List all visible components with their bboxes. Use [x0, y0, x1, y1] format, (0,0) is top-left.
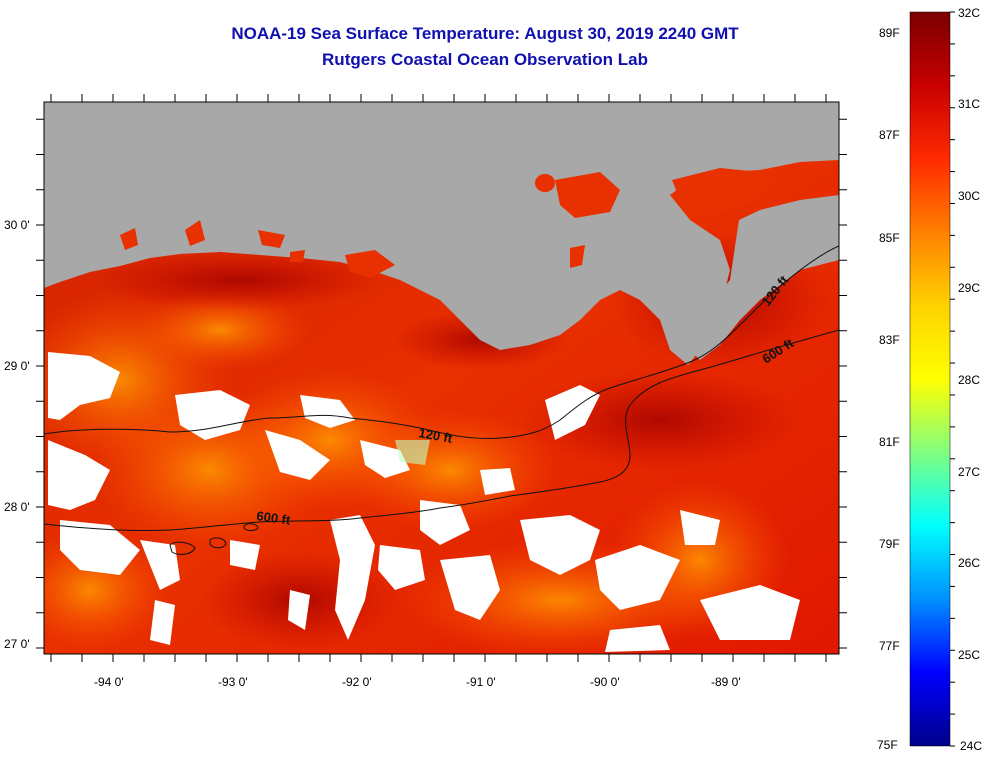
lat-label-28: 28 0': [4, 500, 30, 514]
cb-c-26: 26C: [958, 556, 980, 570]
cb-f-81: 81F: [879, 435, 900, 449]
cb-c-27: 27C: [958, 465, 980, 479]
latitude-labels: 30 0' 29 0' 28 0' 27 0': [4, 218, 30, 651]
cb-c-29: 29C: [958, 281, 980, 295]
colorbar-fahrenheit-labels: 89F 87F 85F 83F 81F 79F 77F 75F: [877, 26, 900, 752]
lon-label-92: -92 0': [342, 675, 372, 689]
cb-f-85: 85F: [879, 231, 900, 245]
cb-c-31: 31C: [958, 97, 980, 111]
cb-c-24: 24C: [960, 739, 982, 753]
contour-label-600ft-west: 600 ft: [256, 508, 292, 528]
cb-c-30: 30C: [958, 189, 980, 203]
lon-label-90: -90 0': [590, 675, 620, 689]
longitude-labels: -94 0' -93 0' -92 0' -91 0' -90 0' -89 0…: [94, 675, 741, 689]
map-frame: [43, 101, 840, 655]
cb-f-75: 75F: [877, 738, 898, 752]
inland-water: [120, 168, 780, 278]
bathymetry-contours: [44, 245, 839, 555]
map-title: NOAA-19 Sea Surface Temperature: August …: [231, 24, 739, 43]
map-body: [44, 102, 839, 654]
cb-f-89: 89F: [879, 26, 900, 40]
lon-label-89: -89 0': [711, 675, 741, 689]
cb-c-28: 28C: [958, 373, 980, 387]
lat-label-27: 27 0': [4, 637, 30, 651]
cb-f-77: 77F: [879, 639, 900, 653]
cb-f-83: 83F: [879, 333, 900, 347]
contour-120ft-west: [44, 245, 839, 439]
temperature-colorbar: 89F 87F 85F 83F 81F 79F 77F 75F 32C 31C …: [877, 6, 982, 753]
cb-c-32: 32C: [958, 6, 980, 20]
lat-label-30: 30 0': [4, 218, 30, 232]
cb-f-87: 87F: [879, 128, 900, 142]
lon-label-93: -93 0': [218, 675, 248, 689]
contour-label-120ft-west: 120 ft: [417, 425, 454, 446]
colorbar-scale: [909, 11, 951, 747]
colorbar-celsius-labels: 32C 31C 30C 29C 28C 27C 26C 25C 24C: [958, 6, 982, 753]
lon-label-91: -91 0': [466, 675, 496, 689]
colorbar-ticks: [950, 11, 955, 747]
lon-label-94: -94 0': [94, 675, 124, 689]
map-subtitle: Rutgers Coastal Ocean Observation Lab: [322, 50, 648, 69]
lat-label-29: 29 0': [4, 359, 30, 373]
cb-c-25: 25C: [958, 648, 980, 662]
contour-600ft: [44, 329, 839, 532]
land-mass: [44, 102, 839, 365]
cb-f-79: 79F: [879, 537, 900, 551]
axis-ticks: [36, 94, 847, 662]
cloud-mask: [48, 352, 800, 652]
